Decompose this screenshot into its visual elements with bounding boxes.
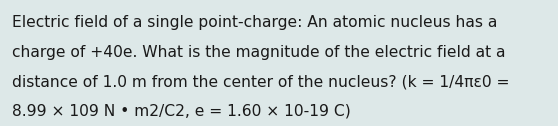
Text: charge of +40e. What is the magnitude of the electric field at a: charge of +40e. What is the magnitude of… [12,45,506,60]
Text: Electric field of a single point-charge: An atomic nucleus has a: Electric field of a single point-charge:… [12,15,498,30]
Text: 8.99 × 109 N • m2/C2, e = 1.60 × 10-19 C): 8.99 × 109 N • m2/C2, e = 1.60 × 10-19 C… [12,104,351,119]
Text: distance of 1.0 m from the center of the nucleus? (k = 1/4πε0 =: distance of 1.0 m from the center of the… [12,74,510,89]
